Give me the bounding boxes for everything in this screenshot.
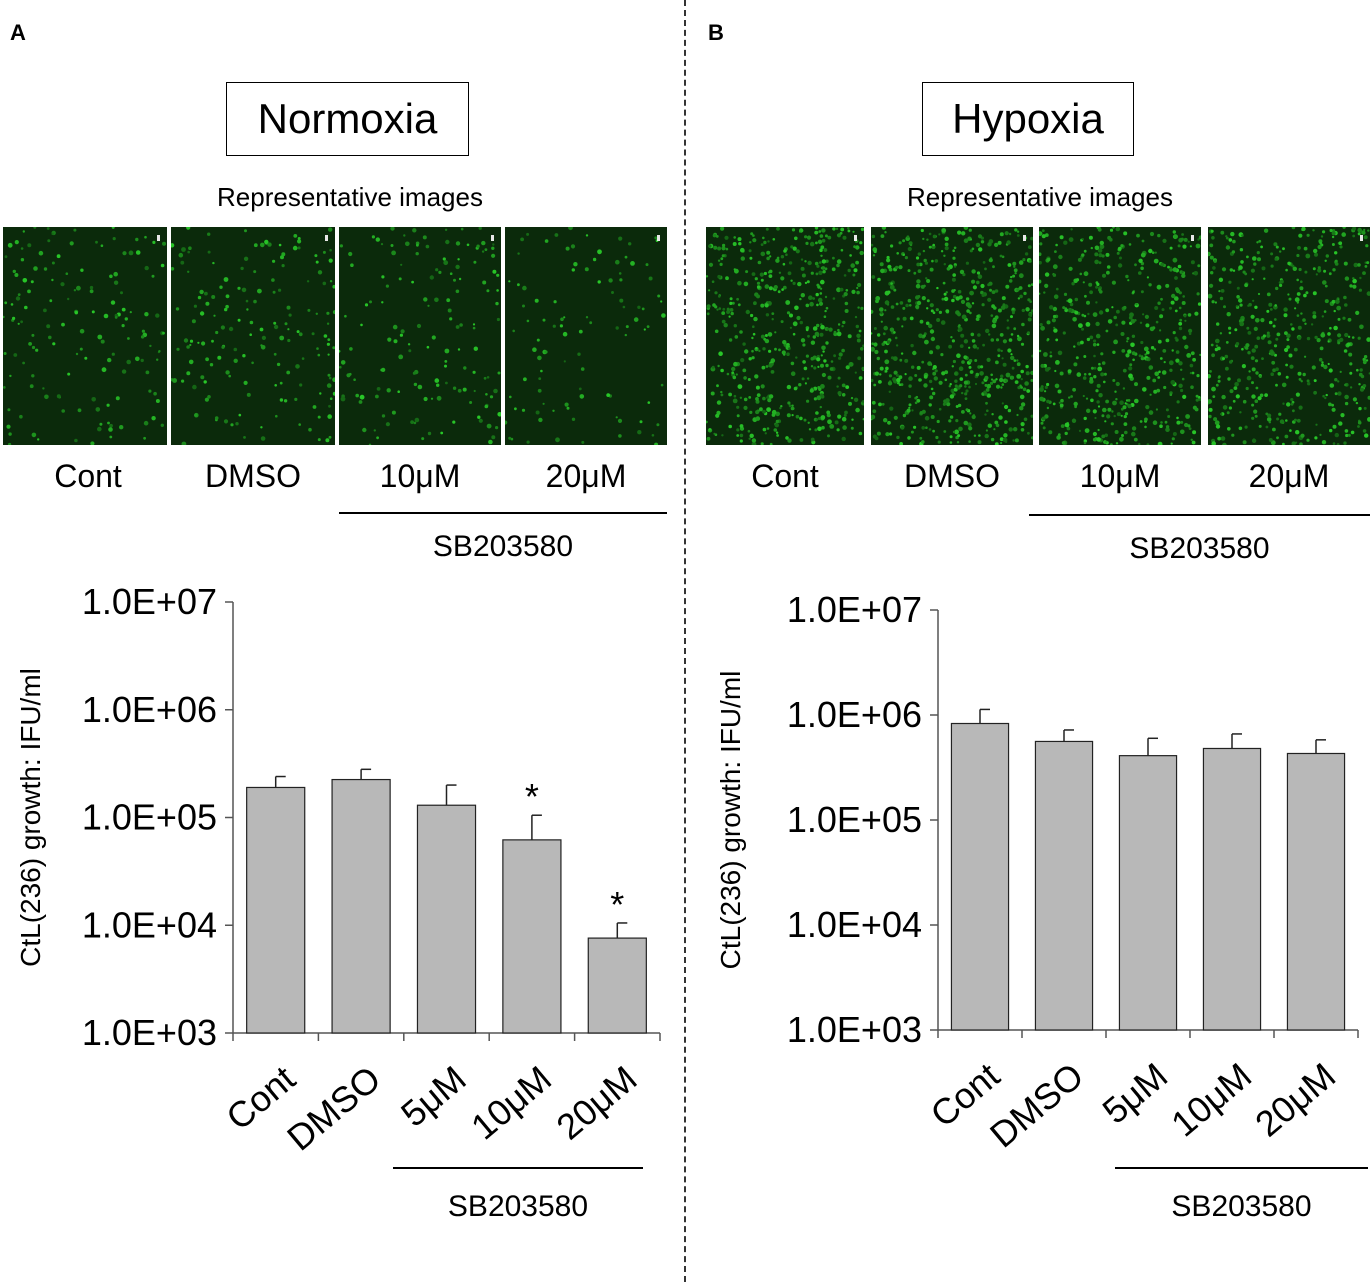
fluorescent-cells: [871, 227, 1033, 445]
micrograph-cont: [3, 227, 167, 445]
bar: [1118, 755, 1178, 1031]
bar: [1286, 752, 1346, 1031]
micrograph-background: [871, 227, 1033, 445]
bar: [502, 839, 562, 1034]
scale-bar: [1191, 235, 1194, 241]
y-tick-label: 1.0E+06: [787, 694, 922, 735]
panel-a: A Normoxia Representative images Cont DM…: [0, 0, 683, 1282]
micrograph-dmso: [871, 227, 1033, 445]
x-tick-label: 10μM: [1163, 1055, 1259, 1145]
x-tick-label: 20μM: [1247, 1055, 1343, 1145]
bar: [1202, 747, 1262, 1031]
significance-marker: *: [610, 884, 624, 925]
y-tick-label: 1.0E+04: [787, 904, 922, 945]
fluorescent-cells: [505, 227, 666, 445]
micrograph-background: [505, 227, 667, 445]
micrograph-20um: [505, 227, 667, 445]
scale-bar: [1023, 235, 1026, 241]
bar-chart-normoxia: 1.0E+03 1.0E+04 1.0E+05 1.0E+06 1.0E+07 CtL(2…: [15, 581, 661, 1223]
y-tick-label: 1.0E+04: [82, 904, 217, 945]
image-label-dmso: DMSO: [904, 458, 1000, 494]
condition-title: Normoxia: [226, 82, 469, 156]
micrograph-10um: [1039, 227, 1201, 445]
scale-bar: [657, 235, 660, 241]
scale-bar: [157, 235, 160, 241]
y-tick-label: 1.0E+07: [787, 589, 922, 630]
y-tick-label: 1.0E+03: [787, 1009, 922, 1050]
micrograph-background: [3, 227, 167, 445]
y-axis-label: CtL(236) growth: IFU/ml: [715, 671, 746, 970]
panel-divider: [684, 0, 686, 1282]
y-axis-label: CtL(236) growth: IFU/ml: [15, 668, 46, 967]
micrograph-cont: [706, 227, 864, 445]
y-tick-label: 1.0E+06: [82, 689, 217, 730]
representative-images-title: Representative images: [217, 182, 483, 212]
micrograph-dmso: [171, 227, 335, 445]
micrograph-background: [706, 227, 864, 445]
treatment-bracket: [1029, 514, 1370, 516]
fluorescent-cells: [1208, 227, 1370, 445]
y-tick-label: 1.0E+03: [82, 1012, 217, 1053]
fluorescent-cells: [3, 227, 166, 445]
x-tick-label: 10μM: [463, 1058, 559, 1148]
bar: [950, 722, 1010, 1031]
scale-bar: [1360, 235, 1363, 241]
scale-bar: [854, 235, 857, 241]
bar: [1034, 740, 1094, 1031]
fluorescent-cells: [1039, 227, 1201, 445]
panel-letter: A: [10, 20, 26, 45]
bar: [246, 786, 306, 1034]
bar: [587, 937, 647, 1034]
group-label: SB203580: [448, 1190, 588, 1223]
treatment-bracket: [339, 512, 667, 514]
image-label-dmso: DMSO: [205, 458, 301, 494]
fluorescent-cells: [339, 227, 501, 445]
panel-b: B Hypoxia Representative images Cont DMS…: [690, 0, 1372, 1282]
image-label-20um: 20μM: [545, 458, 627, 494]
significance-marker: *: [525, 776, 539, 817]
micrograph-10um: [339, 227, 501, 445]
image-label-10um: 10μM: [1079, 458, 1161, 494]
bar: [416, 804, 477, 1034]
image-label-cont: Cont: [54, 458, 122, 494]
micrograph-background: [171, 227, 335, 445]
panel-letter: B: [708, 20, 724, 45]
representative-images-title: Representative images: [907, 182, 1173, 212]
scale-bar: [491, 235, 494, 241]
x-tick-label: DMSO: [982, 1055, 1091, 1156]
bar: [331, 778, 391, 1034]
bar-chart-hypoxia: 1.0E+03 1.0E+04 1.0E+05 1.0E+06 1.0E+07 CtL(2…: [715, 589, 1368, 1223]
micrograph-20um: [1208, 227, 1370, 445]
scale-bar: [325, 235, 328, 241]
group-label: SB203580: [1171, 1190, 1311, 1223]
fluorescent-cells: [706, 227, 864, 445]
condition-title: Hypoxia: [922, 82, 1134, 156]
image-label-cont: Cont: [751, 458, 819, 494]
treatment-label: SB203580: [432, 530, 574, 563]
x-tick-label: 5μM: [1095, 1055, 1176, 1132]
y-tick-label: 1.0E+07: [82, 581, 217, 622]
image-label-20um: 20μM: [1248, 458, 1330, 494]
y-tick-label: 1.0E+05: [787, 799, 922, 840]
fluorescent-cells: [171, 227, 335, 445]
y-tick-label: 1.0E+05: [82, 797, 217, 838]
micrograph-background: [339, 227, 501, 445]
x-tick-label: DMSO: [279, 1058, 388, 1159]
image-label-10um: 10μM: [379, 458, 461, 494]
treatment-label: SB203580: [1129, 532, 1270, 565]
x-tick-label: 20μM: [549, 1058, 645, 1148]
x-tick-label: 5μM: [393, 1058, 474, 1135]
